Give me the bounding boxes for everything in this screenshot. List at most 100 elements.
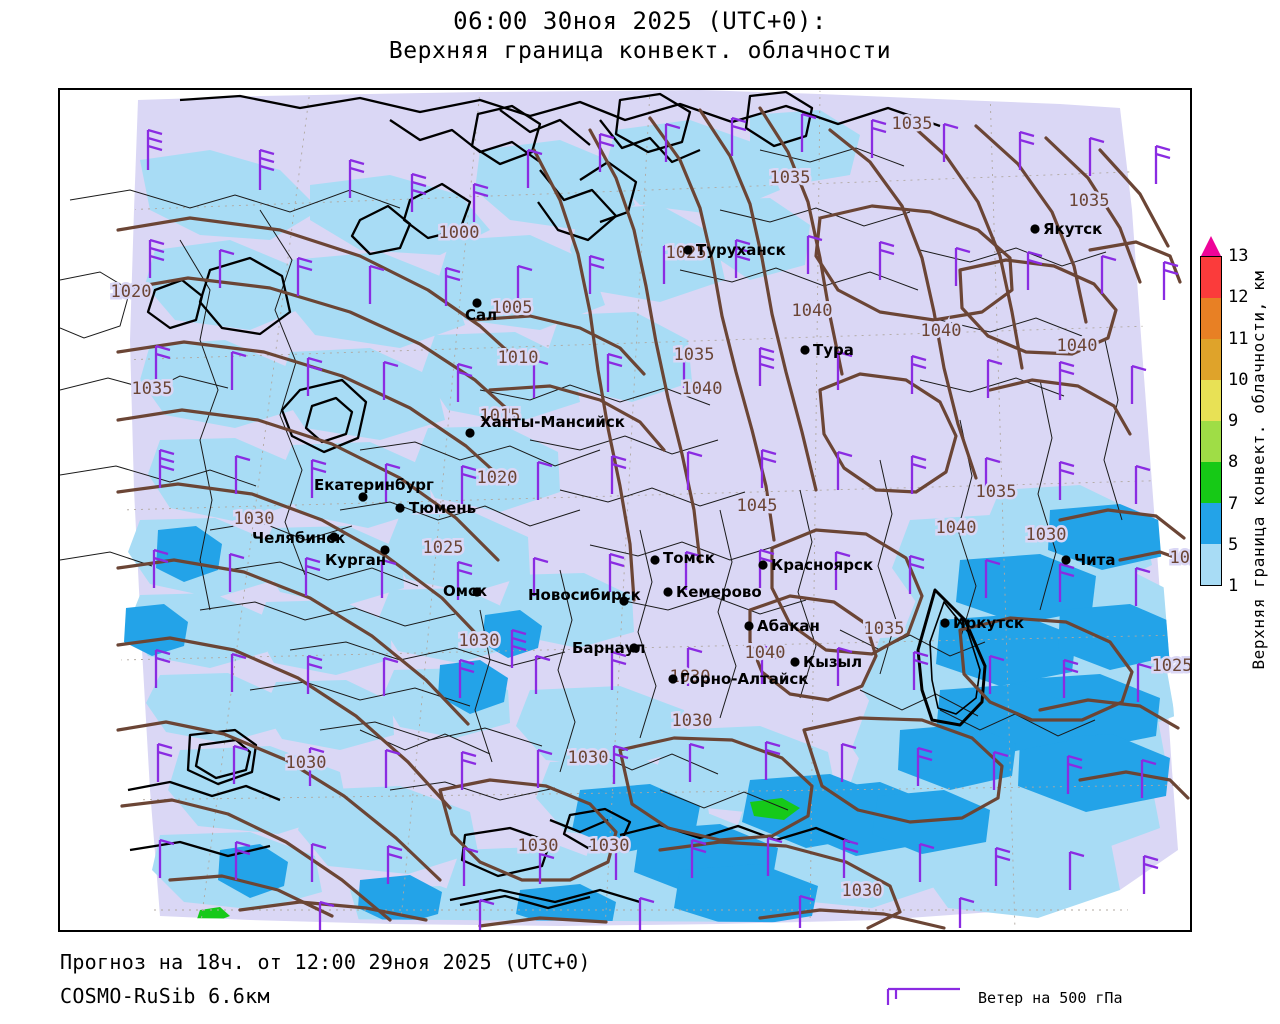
wind-barb — [1058, 562, 1075, 602]
city-dot — [395, 503, 405, 513]
admin-boundaries — [60, 147, 1123, 811]
wind-barb — [516, 264, 533, 304]
isobar-label-halo: 1005 — [492, 298, 533, 318]
wind-barb — [1100, 254, 1117, 294]
wind-barb — [1088, 136, 1105, 176]
wind-barb — [234, 454, 251, 494]
isobar-label: 1040 — [921, 321, 962, 341]
isobar-label-halo: 1035 — [770, 168, 811, 188]
coastlines — [127, 90, 987, 910]
colorbar-segment — [1201, 421, 1221, 462]
isobar-label: 1020 — [477, 468, 518, 488]
wind-barb — [532, 358, 549, 398]
wind-barb — [478, 898, 495, 930]
wind-barb — [638, 896, 655, 930]
wind-barb — [878, 240, 895, 280]
isobar-label-halo: 1035 — [976, 482, 1017, 502]
colorbar-segment — [1201, 339, 1221, 380]
isobar-label-halo: 1030 — [234, 509, 275, 529]
wind-barb — [1130, 364, 1147, 404]
colorbar[interactable]: 13 12 11 10 9 8 7 5 1 — [1200, 236, 1248, 595]
wind-barb — [730, 116, 747, 156]
city-dot — [329, 532, 339, 542]
wind-barb — [662, 244, 679, 284]
wind-barb — [510, 628, 527, 668]
isobar-label: 1030 — [1026, 525, 1067, 545]
city-dot — [1061, 555, 1071, 565]
city-dot — [650, 555, 660, 565]
wind-barb — [994, 846, 1011, 886]
city-dot — [790, 657, 800, 667]
isobar-label: 1030 — [234, 509, 275, 529]
wind-barb — [686, 646, 703, 686]
wind-barb — [348, 158, 365, 198]
wind-barb — [456, 560, 473, 600]
wind-barb — [842, 838, 859, 878]
map-layers: 1000100010351035103510351035103510251025… — [60, 90, 1190, 930]
city-dot — [668, 674, 678, 684]
wind-barb — [154, 344, 171, 384]
wind-barb — [758, 548, 775, 588]
isobar-label: 1030 — [518, 836, 559, 856]
wind-barb — [230, 350, 247, 390]
city-dot — [758, 560, 768, 570]
city-label: Кемерово — [676, 583, 762, 601]
wind-barb — [682, 348, 699, 388]
wind-barb — [382, 656, 399, 696]
wind-barb — [760, 448, 777, 488]
city-label: Сал — [465, 306, 497, 324]
isobar-label: 1035 — [770, 168, 811, 188]
wind-barb — [306, 356, 323, 396]
wind-legend-label: Ветер на 500 гПа — [978, 989, 1123, 1007]
city-label: Кызыл — [803, 653, 862, 671]
wind-barb — [988, 654, 1005, 694]
wind-barb — [1058, 360, 1075, 400]
city-dot — [465, 428, 475, 438]
isobar-label-halo: 1030 — [589, 836, 630, 856]
wind-barb — [606, 352, 623, 392]
colorbar-tick-label: 11 — [1228, 328, 1249, 349]
colorbar-segment — [1201, 380, 1221, 421]
isobar-label-halo: 1025 — [1152, 656, 1190, 676]
city-label: Екатеринбург — [314, 476, 434, 494]
forecast-info: Прогноз на 18ч. от 12:00 29ноя 2025 (UTC… — [60, 950, 591, 974]
colorbar-scale[interactable] — [1200, 256, 1222, 586]
isobar-label-halo: 1030 — [672, 711, 713, 731]
isobar-label: 1035 — [892, 114, 933, 134]
map-frame[interactable]: 1000100010351035103510351035103510251025… — [58, 88, 1192, 932]
wind-barb — [536, 748, 553, 788]
wind-barb — [806, 234, 823, 274]
city-dot — [683, 245, 693, 255]
isobar-label: 1000 — [439, 223, 480, 243]
wind-barb — [304, 556, 321, 596]
isobar-label-halo: 1015 — [480, 406, 521, 426]
isobar-label: 1025 — [1170, 548, 1190, 568]
city-label: Новосибирск — [528, 586, 641, 604]
isobar-label-halo: 1020 — [477, 468, 518, 488]
isobar-label: 1030 — [589, 836, 630, 856]
wind-barb — [230, 652, 247, 692]
wind-barb — [1062, 658, 1079, 698]
isobar-label: 1035 — [976, 482, 1017, 502]
isobar-label: 1035 — [132, 379, 173, 399]
isobar-label-halo: 1030 — [568, 748, 609, 768]
wind-barb — [986, 358, 1003, 398]
isobar-label: 1005 — [492, 298, 533, 318]
wind-barb — [538, 844, 555, 884]
city-label: Иркутск — [953, 614, 1024, 632]
isobar-label: 1030 — [670, 667, 711, 687]
isobar-label-halo: 1040 — [792, 301, 833, 321]
isobar-label: 1015 — [480, 406, 521, 426]
wind-barb — [764, 740, 781, 780]
city-dot — [663, 587, 673, 597]
wind-barb — [992, 750, 1009, 790]
wind-barb — [218, 248, 235, 288]
wind-barb — [308, 746, 325, 786]
wind-barb — [386, 844, 403, 884]
wind-barb — [532, 556, 549, 596]
weather-map-canvas[interactable]: 1000100010351035103510351035103510251025… — [60, 90, 1190, 930]
wind-barb — [1018, 130, 1035, 170]
wind-barb — [1162, 260, 1179, 300]
wind-barb — [870, 118, 887, 158]
